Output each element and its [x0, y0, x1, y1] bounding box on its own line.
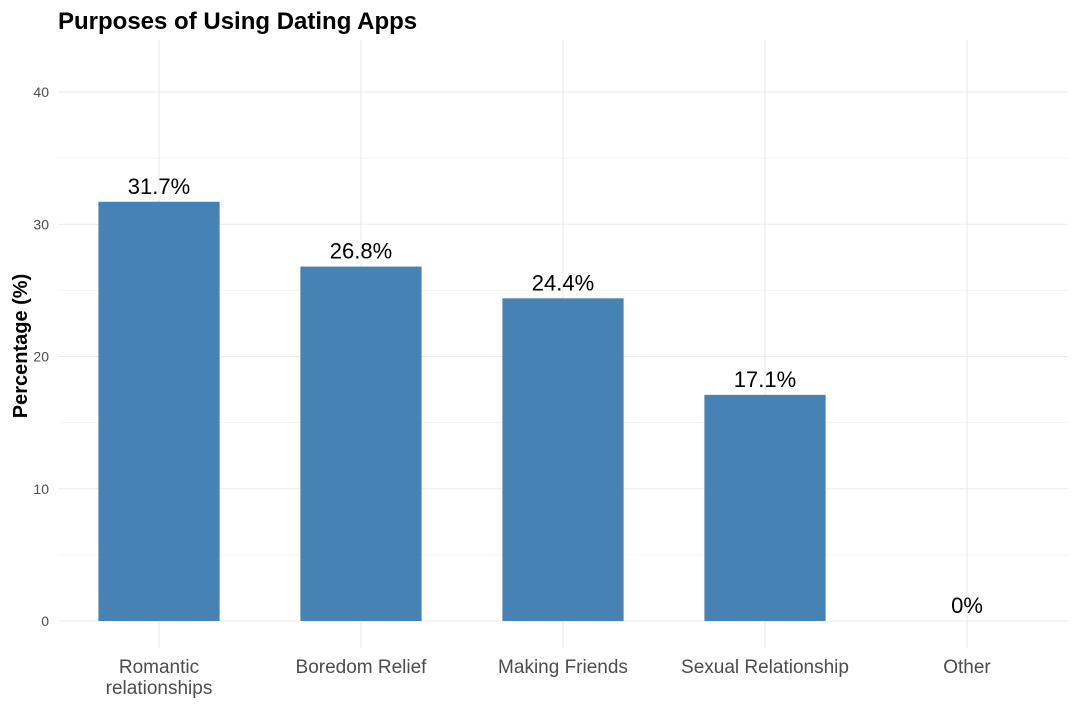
- data-label: 31.7%: [128, 174, 190, 199]
- data-labels: 31.7% 26.8% 24.4% 17.1% 0%: [128, 174, 983, 618]
- data-label: 26.8%: [330, 239, 392, 264]
- y-tick-label: 40: [33, 84, 49, 100]
- y-tick-label: 0: [41, 613, 49, 629]
- y-axis-label: Percentage (%): [10, 274, 32, 419]
- data-label: 0%: [951, 593, 983, 618]
- y-tick-label: 10: [33, 481, 49, 497]
- bar: [300, 266, 422, 621]
- y-tick-label: 30: [33, 216, 49, 232]
- x-tick-label: Romantic relationships: [106, 657, 213, 699]
- bar: [98, 201, 220, 621]
- x-tick-label: Boredom Relief: [296, 657, 428, 678]
- x-tick-label: Other: [943, 657, 991, 678]
- chart-title: Purposes of Using Dating Apps: [58, 8, 417, 35]
- x-tick-label-line: Sexual Relationship: [681, 657, 849, 678]
- y-axis-ticks: 0 10 20 30 40: [33, 84, 49, 629]
- x-tick-label-line: Romantic: [119, 657, 199, 678]
- bar: [502, 298, 624, 621]
- x-tick-label-line: Boredom Relief: [296, 657, 428, 678]
- bar: [704, 394, 826, 621]
- data-label: 17.1%: [734, 367, 796, 392]
- bars: [98, 201, 826, 621]
- x-tick-label-line: relationships: [106, 678, 213, 699]
- y-tick-label: 20: [33, 349, 49, 365]
- x-tick-label: Sexual Relationship: [681, 657, 849, 678]
- x-tick-label-line: Other: [943, 657, 991, 678]
- x-axis-ticks: Romantic relationships Boredom Relief Makin…: [106, 657, 992, 699]
- data-label: 24.4%: [532, 270, 594, 295]
- x-tick-label-line: Making Friends: [498, 657, 628, 678]
- x-tick-label: Making Friends: [498, 657, 628, 678]
